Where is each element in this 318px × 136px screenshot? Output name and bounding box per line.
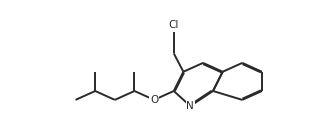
- Text: N: N: [186, 101, 194, 111]
- Text: Cl: Cl: [169, 20, 179, 30]
- Text: O: O: [150, 95, 158, 105]
